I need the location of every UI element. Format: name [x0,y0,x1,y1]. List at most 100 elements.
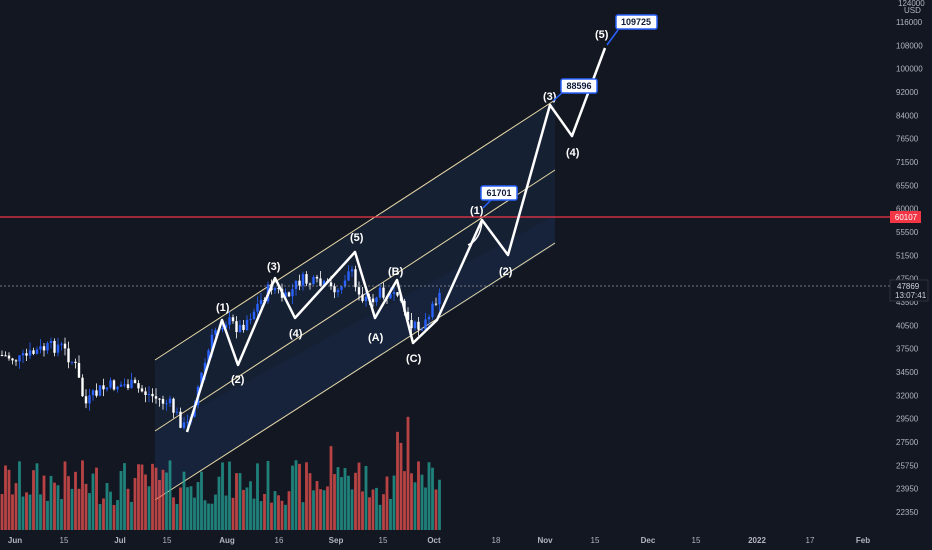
time-axis[interactable]: Jun 15 Jul 15 Aug 16 Sep 15 Oct 18 Nov 15 Dec 15 2022 1… [8,536,870,545]
volume-bar [340,477,343,530]
candle-body [357,287,361,295]
volume-bar [77,488,81,530]
x-tick-label: Oct [427,536,441,545]
x-tick-label: Jul [114,536,126,545]
candle-body [123,384,126,386]
volume-bar [238,473,242,530]
x-tick-label: 18 [492,536,501,545]
volume-bar [298,463,301,530]
x-tick-label: Feb [856,536,870,545]
volume-bar [350,489,354,530]
volume-bar [25,492,28,530]
candle-body [417,321,420,330]
volume-bar [137,464,140,530]
candle-body [39,346,42,350]
last-price-tag: 47869 13:07:41 [889,279,929,302]
volume-bar [42,475,46,530]
y-tick-label: 22350 [896,508,919,517]
candle-body [305,274,308,284]
wave-label-4: (4) [289,328,303,340]
volume-bar [378,504,382,530]
volume-bar [165,472,168,530]
volume-bar [126,488,130,530]
target-value-1: 61701 [486,188,511,198]
volume-bar [49,475,53,530]
target-callout-1[interactable]: 61701 [480,185,518,209]
wave-label-2: (2) [231,374,245,386]
x-tick-label: 2022 [748,536,766,545]
candle-body [371,298,375,303]
volume-bar [221,462,224,530]
wave-label-b: (B) [388,266,404,278]
volume-bar [256,463,259,530]
x-tick-label: 16 [275,536,284,545]
candle-body [277,287,280,289]
candle-body [291,289,294,297]
candle-body [179,411,182,428]
y-tick-label: 27500 [896,438,919,447]
candle-body [343,280,347,287]
volume-bar [179,487,182,530]
candle-body [109,380,112,388]
target-callout-2[interactable]: 88596 [552,78,598,102]
candle-body [396,292,399,296]
volume-bar [263,494,266,530]
volume-bar [287,491,291,530]
resistance-price-tag: 60107 [890,211,921,223]
candle-body [364,296,368,302]
volume-bar [249,481,252,530]
candle-body [21,353,25,356]
x-tick-label: 15 [163,536,172,545]
volume-bar [151,463,154,530]
candle-body [203,362,207,373]
y-tick-label: 29500 [896,415,919,424]
candle-body [151,393,154,397]
candle-body [14,360,18,362]
candle-body [378,287,382,298]
volume-bar [368,497,371,530]
volume-bar [406,416,410,530]
candle-body [294,280,298,290]
candle-body [315,276,319,279]
candle-body [161,398,165,404]
volume-bar [144,474,147,530]
volume-bar [11,494,14,530]
price-axis[interactable]: 116000 108000 100000 92000 84000 76500 71500 65… [890,0,932,550]
candle-body [312,276,315,285]
candle-body [273,287,277,291]
target-value-3: 109725 [621,17,651,27]
candle-body [7,355,11,359]
candle-body [60,343,63,345]
y-tick-label: 25750 [896,461,919,470]
volume-bar [434,489,438,530]
currency-label: USD [904,6,921,15]
volume-bar [382,494,385,530]
candle-body [319,278,322,287]
candle-body [256,303,259,312]
candle-body [154,396,158,399]
candle-body [375,297,378,303]
candle-body [140,388,144,392]
candle-body [35,349,39,354]
candle-body [333,286,336,293]
volume-bar [357,462,361,530]
channel-upper-line [154,99,556,361]
volume-bar [399,442,403,530]
elliott-wave-path[interactable] [185,47,607,433]
volume-bar [242,489,245,530]
candle-body [301,274,305,286]
candle-body [95,390,98,396]
candle-body [158,398,161,400]
volume-bar [60,499,63,530]
candle-body [32,350,35,354]
volume-bar [105,483,109,530]
volume-bar [119,470,123,530]
candle-body [347,271,350,281]
candle-body [88,395,91,404]
volume-bar [98,504,102,530]
volume-bar [28,494,32,530]
volume-bar [364,465,368,530]
target-callout-3[interactable]: 109725 [606,14,658,46]
